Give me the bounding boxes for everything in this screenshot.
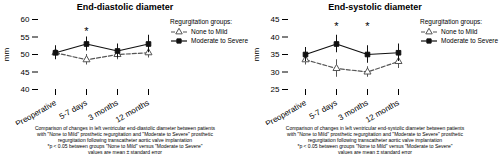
- html-text:Regurgitation groups:: Regurgitation groups:: [170, 18, 233, 25]
- svg-text:12 months: 12 months: [364, 98, 401, 124]
- html-text:Comparison of changes in left: Comparison of changes in left ventricula…: [34, 125, 215, 155]
- svg-text:60: 60: [21, 15, 30, 24]
- svg-text:3 months: 3 months: [86, 98, 120, 123]
- html-text:Comparison of changes in left: Comparison of changes in left ventricula…: [285, 125, 465, 155]
- svg-text:45: 45: [271, 15, 280, 24]
- svg-text:55: 55: [21, 33, 30, 42]
- svg-text:35: 35: [271, 50, 280, 59]
- svg-text:Preoperative: Preoperative: [264, 98, 308, 125]
- svg-text:30: 30: [271, 68, 280, 77]
- svg-text:45: 45: [21, 68, 30, 77]
- svg-text:mm: mm: [252, 48, 261, 62]
- svg-text:25: 25: [271, 85, 280, 94]
- svg-text:*: *: [334, 20, 339, 32]
- svg-text:*: *: [365, 20, 370, 32]
- svg-text:*: *: [84, 25, 89, 37]
- html-text:End-diastolic diameter: End-diastolic diameter: [76, 2, 174, 12]
- svg-text:50: 50: [21, 50, 30, 59]
- svg-text:40: 40: [21, 85, 30, 94]
- svg-text:40: 40: [271, 33, 280, 42]
- html-text:Regurgitation groups:: Regurgitation groups:: [420, 18, 483, 25]
- svg-text:mm: mm: [2, 48, 11, 62]
- svg-text:5-7 days: 5-7 days: [308, 98, 339, 121]
- svg-text:Preoperative: Preoperative: [14, 98, 58, 125]
- svg-text:12 months: 12 months: [114, 98, 151, 124]
- html-text:Moderate to Severe: Moderate to Severe: [441, 37, 499, 44]
- svg-text:5-7 days: 5-7 days: [58, 98, 89, 121]
- html-text:None to Mild: None to Mild: [191, 28, 228, 35]
- svg-text:3 months: 3 months: [336, 98, 370, 123]
- html-text:Moderate to Severe: Moderate to Severe: [191, 37, 249, 44]
- html-text:End-systolic diameter: End-systolic diameter: [328, 2, 422, 12]
- html-text:None to Mild: None to Mild: [441, 28, 478, 35]
